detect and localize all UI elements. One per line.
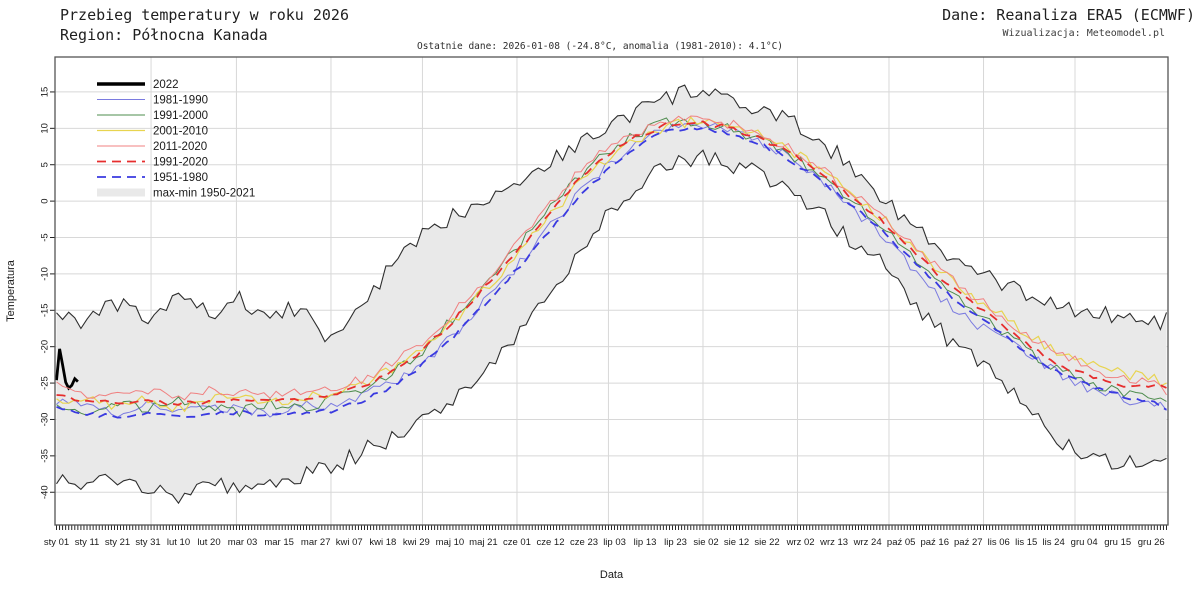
legend-label: 2022 (153, 79, 179, 91)
x-tick-label: lis 15 (1015, 537, 1037, 548)
series-line-1991-2020 (56, 120, 1167, 406)
x-tick-label: lip 03 (603, 537, 626, 548)
x-tick-label: mar 27 (301, 537, 331, 548)
min-envelope-line (56, 149, 1167, 505)
x-tick-label: sie 22 (754, 537, 779, 548)
x-tick-label: mar 15 (264, 537, 294, 548)
x-tick-label: kwi 07 (336, 537, 363, 548)
page-region: Region: Północna Kanada (60, 26, 268, 44)
y-tick-label: -30 (40, 413, 51, 427)
legend-label: 1981-1990 (153, 95, 208, 107)
y-tick-label: -20 (40, 340, 51, 354)
x-tick-label: paź 16 (920, 537, 949, 548)
x-tick-label: sty 11 (75, 537, 100, 548)
series-line-2001-2010 (56, 116, 1167, 413)
chart-series-group (55, 84, 1168, 505)
x-tick-label: maj 21 (469, 537, 498, 548)
data-source-label: Dane: Reanaliza ERA5 (ECMWF) (942, 6, 1195, 24)
y-tick-label: -35 (40, 449, 51, 463)
x-tick-label: sie 12 (724, 537, 749, 548)
axis-ticks: 15 10 5 0 -5 -10 -15 -20 -25 -30 -35 -40 sty 01 sty 1… (40, 87, 1167, 548)
y-tick-label: -25 (40, 376, 51, 390)
x-tick-label: sty 01 (44, 537, 69, 548)
x-tick-label: wrz 02 (786, 537, 815, 548)
x-tick-label: cze 23 (570, 537, 598, 548)
legend-label: max-min 1950-2021 (153, 188, 255, 200)
x-tick-label: wrz 13 (819, 537, 848, 548)
y-tick-label: 10 (40, 123, 51, 134)
legend-label: 1951-1980 (153, 172, 208, 184)
plot-border (54, 56, 1169, 526)
y-tick-label: -40 (40, 485, 51, 499)
x-tick-label: paź 05 (887, 537, 916, 548)
legend-label: 2001-2010 (153, 126, 208, 138)
max-envelope-line (56, 84, 1168, 343)
page-title: Przebieg temperatury w roku 2026 (60, 6, 349, 24)
x-tick-label: sty 21 (105, 537, 130, 548)
x-tick-label: mar 03 (228, 537, 258, 548)
x-tick-label: sie 02 (693, 537, 718, 548)
x-tick-label: cze 01 (503, 537, 531, 548)
maxmin-band (56, 85, 1167, 504)
x-tick-label: gru 15 (1104, 537, 1131, 548)
legend-label: 1991-2000 (153, 110, 208, 122)
x-tick-label: gru 26 (1138, 537, 1165, 548)
y-tick-label: -10 (40, 267, 51, 281)
legend: 2022 1981-1990 1991-2000 2001-2010 2011-2020… (97, 79, 255, 200)
x-tick-label: lip 23 (664, 537, 687, 548)
x-tick-label: lip 13 (634, 537, 657, 548)
legend-label: 1991-2020 (153, 157, 208, 169)
x-tick-label: paź 27 (954, 537, 983, 548)
y-tick-label: 5 (40, 162, 51, 167)
series-line-2011-2020 (56, 115, 1167, 401)
visualization-credit: Wizualizacja: Meteomodel.pl (1002, 28, 1165, 39)
x-tick-label: sty 31 (135, 537, 160, 548)
y-tick-label: 15 (40, 87, 51, 98)
y-tick-label: -15 (40, 303, 51, 317)
x-tick-label: kwi 18 (369, 537, 396, 548)
x-tick-label: cze 12 (537, 537, 565, 548)
x-tick-label: lut 10 (167, 537, 190, 548)
x-tick-label: kwi 29 (403, 537, 430, 548)
last-data-subtitle: Ostatnie dane: 2026-01-08 (-24.8°C, anom… (416, 41, 784, 52)
x-tick-label: wrz 24 (853, 537, 882, 548)
x-tick-label: lut 20 (197, 537, 220, 548)
x-tick-label: maj 10 (436, 537, 465, 548)
x-tick-label: gru 04 (1071, 537, 1098, 548)
y-tick-label: 0 (40, 198, 51, 203)
x-tick-label: lis 24 (1043, 537, 1065, 548)
series-line-1981-1990 (56, 122, 1167, 418)
series-line-2022 (55, 348, 79, 391)
x-axis-title: Data (600, 569, 624, 581)
x-tick-label: lis 06 (988, 537, 1010, 548)
y-axis-title: Temperatura (5, 259, 17, 322)
y-tick-label: -5 (40, 233, 51, 241)
legend-label: 2011-2020 (153, 141, 207, 153)
legend-swatch-band (97, 188, 145, 197)
